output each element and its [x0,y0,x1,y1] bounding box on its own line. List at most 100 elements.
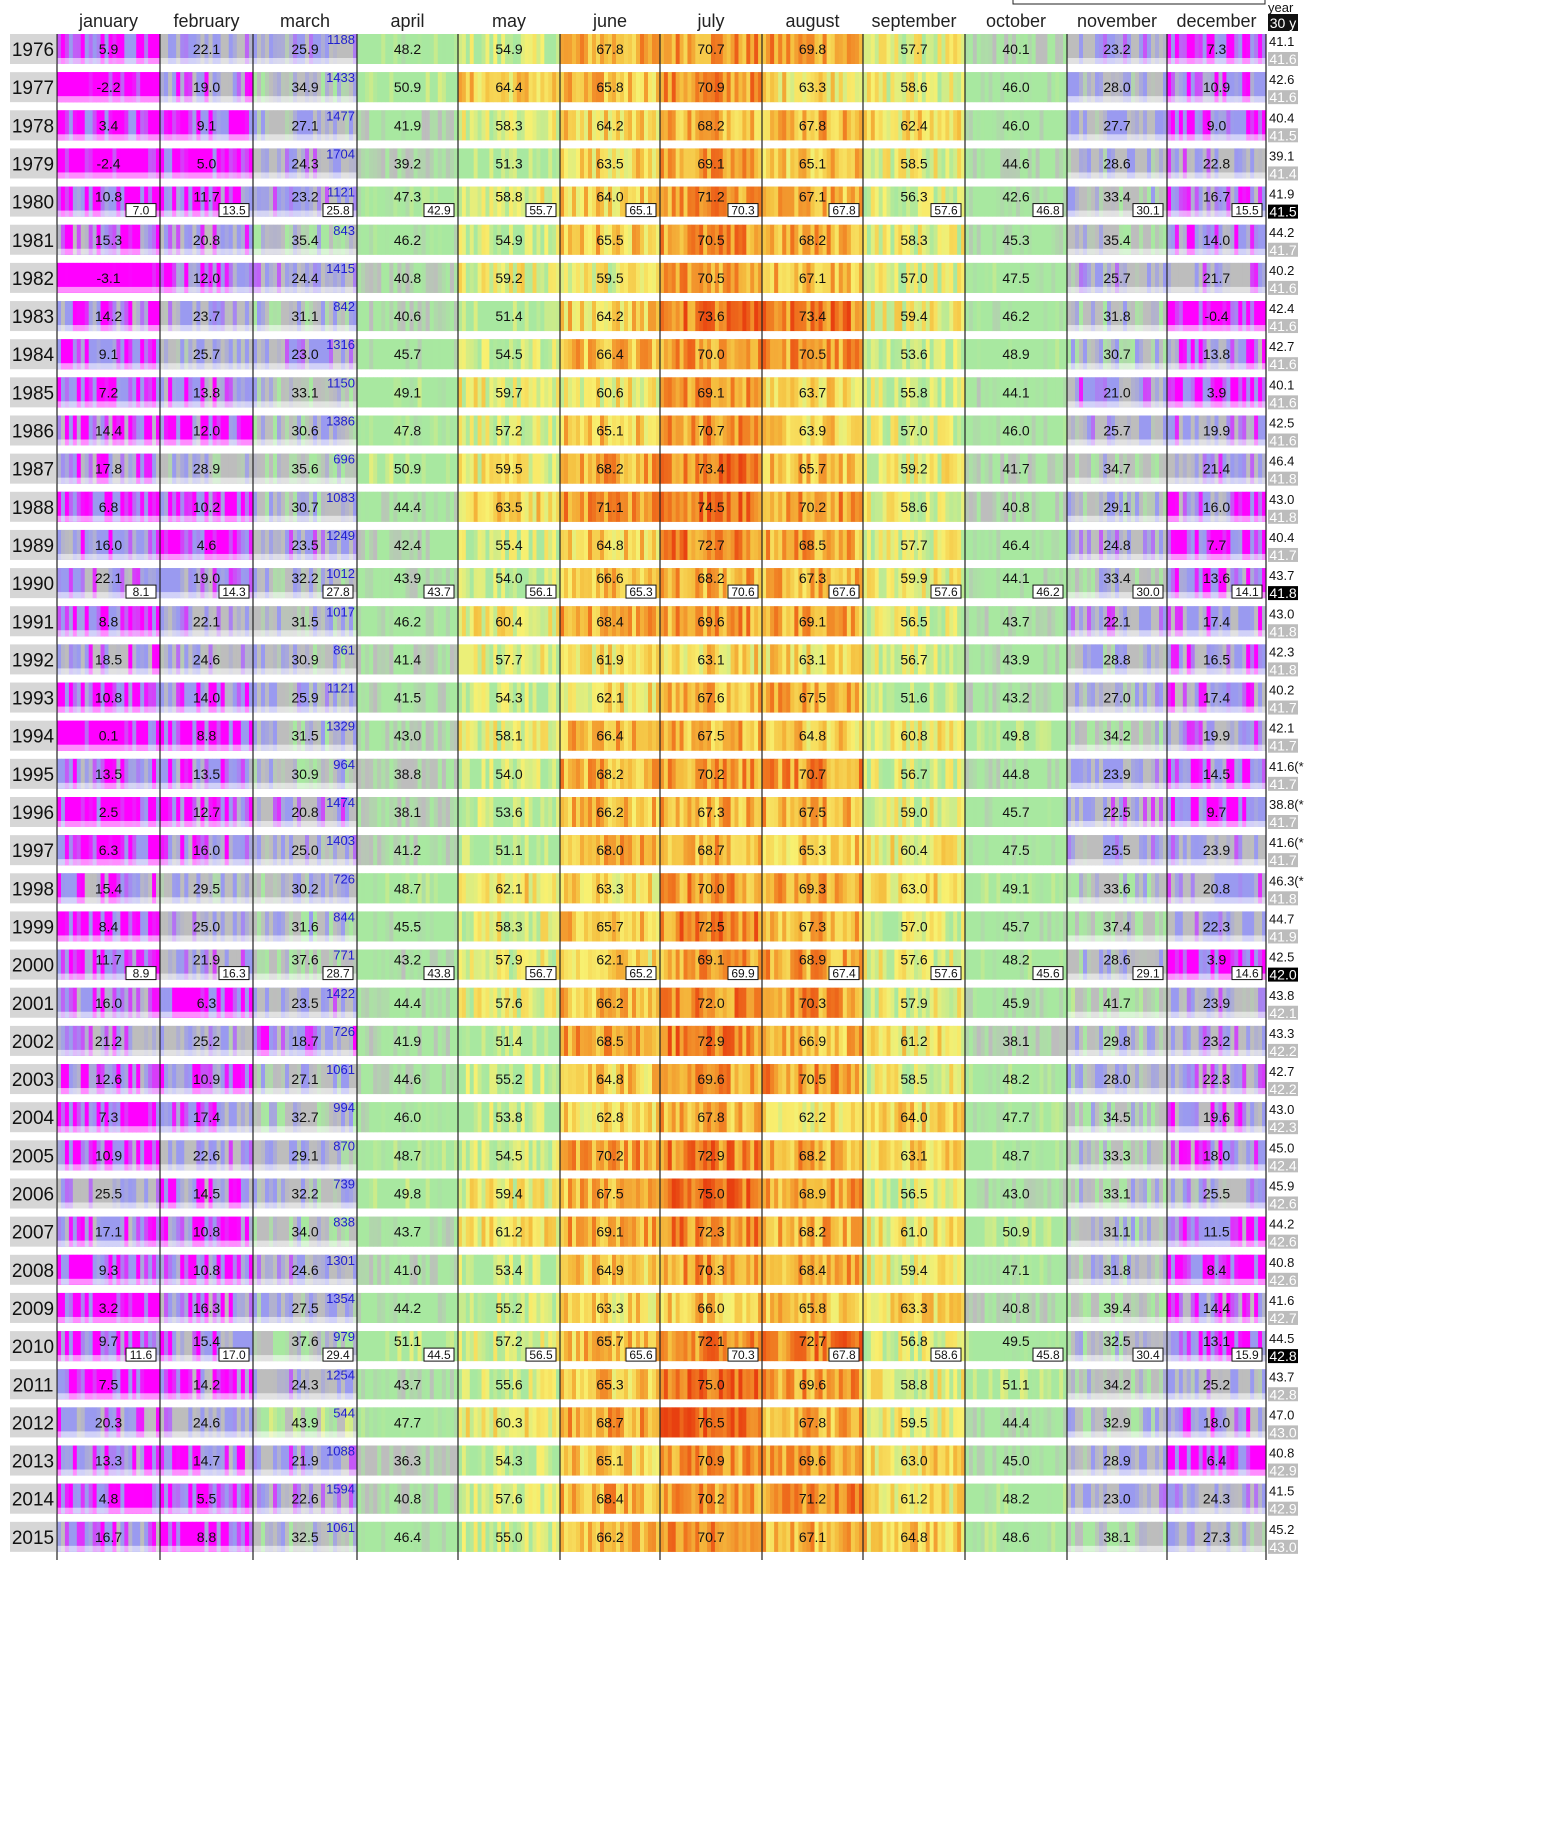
day-stripe [953,377,958,408]
day-stripe [60,339,66,370]
day-stripe [1115,262,1120,293]
day-stripe [429,34,435,64]
day-stripe [707,110,712,141]
day-stripe [906,529,911,560]
day-stripe [128,529,133,560]
day-stripe [933,415,938,446]
day-stripe [540,339,545,370]
day-stripe [212,110,218,141]
day-stripe [1230,339,1235,370]
day-stripe [968,301,974,332]
day-stripe [588,301,593,332]
day-stripe [1016,72,1021,103]
day-stripe [184,415,189,446]
day-stripe [810,262,815,293]
day-stripe [683,568,688,599]
day-stripe [1119,186,1124,217]
day-stripe [1087,491,1092,522]
day-stripe [568,262,573,293]
day-stripe [1170,415,1176,446]
day-stripe [509,110,514,141]
day-stripe [325,377,330,408]
day-stripe [806,491,811,522]
day-stripe [532,415,537,446]
day-stripe [612,415,617,446]
day-stripe [588,110,593,141]
day-stripe [80,186,86,217]
day-stripe [722,529,728,560]
day-stripe [874,301,880,332]
day-stripe [592,529,597,560]
day-stripe [640,606,645,637]
day-stripe [421,606,427,637]
day-stripe [369,529,374,560]
day-stripe [204,72,209,103]
day-stripe [385,491,390,522]
day-stripe [1123,110,1128,141]
day-stripe [512,262,518,293]
day-stripe [976,339,982,370]
day-stripe [683,224,688,255]
day-stripe [321,339,326,370]
day-stripe [128,491,133,522]
day-stripe [136,224,141,255]
day-stripe [838,110,844,141]
day-stripe [1226,529,1231,560]
day-stripe [1147,34,1152,64]
day-stripe [540,491,545,522]
day-stripe [405,148,410,179]
day-stripe [92,529,98,560]
day-stripe [711,186,716,217]
day-stripe [445,262,451,293]
day-stripe [961,110,966,141]
day-stripe [1218,224,1223,255]
day-stripe [236,262,242,293]
day-stripe [667,339,673,370]
day-stripe [910,415,915,446]
day-stripe [373,224,378,255]
day-stripe [794,415,799,446]
day-stripe [1039,34,1044,64]
day-stripe [156,529,161,560]
day-stripe [421,148,427,179]
day-stripe [854,110,860,141]
day-stripe [968,34,974,64]
day-stripe [576,224,581,255]
day-stripe [640,148,645,179]
day-stripe [136,377,141,408]
day-stripe [1023,224,1029,255]
day-stripe [116,339,121,370]
day-stripe [1210,377,1215,408]
day-stripe [917,34,923,64]
day-stripe [168,568,173,599]
day-stripe [389,34,394,64]
day-stripe [453,34,459,64]
day-stripe [204,339,209,370]
day-stripe [1055,529,1060,560]
day-stripe [1186,377,1192,408]
day-stripe [652,34,657,64]
day-stripe [405,186,410,217]
day-stripe [449,34,455,64]
day-stripe [830,339,836,370]
day-stripe [890,529,895,560]
day-stripe [528,377,533,408]
day-stripe [1226,453,1231,484]
day-stripe [679,72,684,103]
day-stripe [92,377,98,408]
day-stripe [838,453,844,484]
day-stripe [1139,377,1144,408]
day-stripe [1099,339,1104,370]
day-stripe [148,529,153,560]
day-stripe [1079,262,1084,293]
day-stripe [742,529,747,560]
day-stripe [397,186,402,217]
day-stripe [980,148,986,179]
day-stripe [337,415,342,446]
day-stripe [108,377,113,408]
day-stripe [572,110,577,141]
day-stripe [996,568,1001,599]
day-stripe [1079,34,1084,64]
day-stripe [1226,491,1231,522]
day-stripe [628,377,633,408]
